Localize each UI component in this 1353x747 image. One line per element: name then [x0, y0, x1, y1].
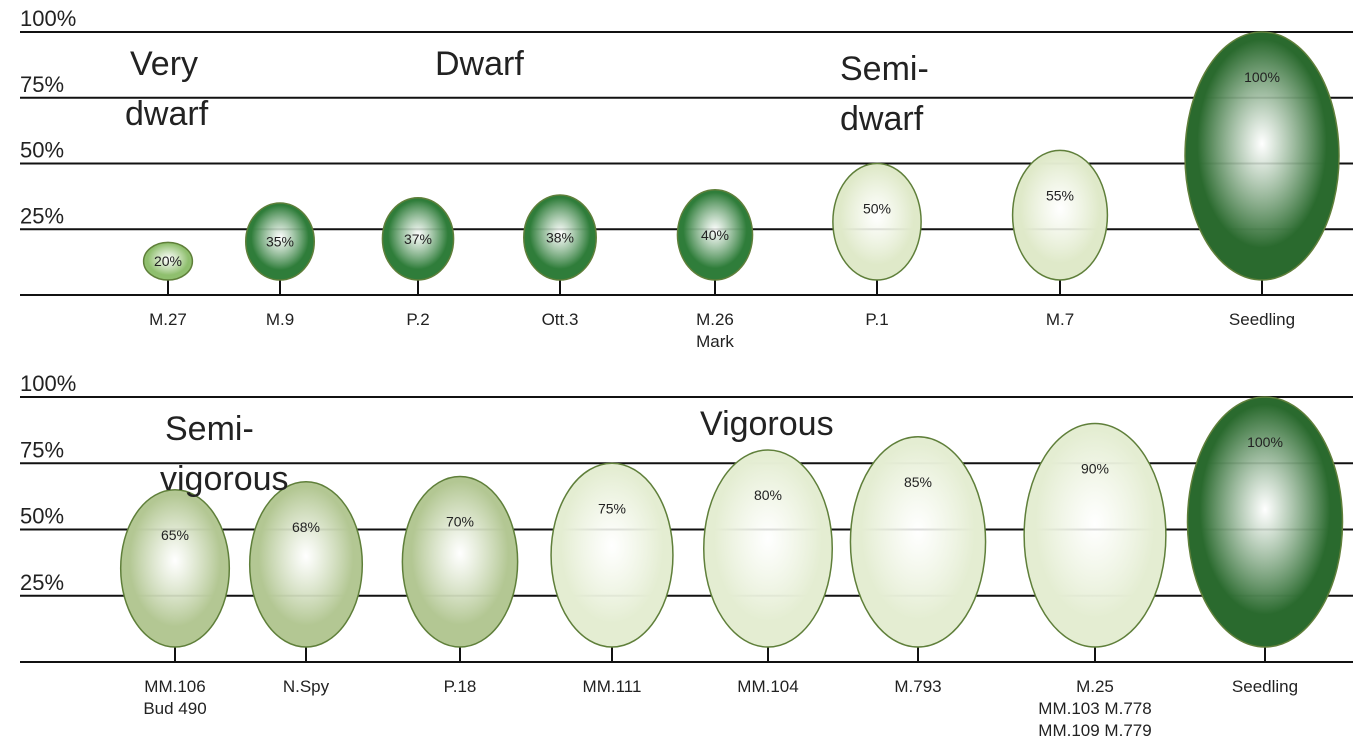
value-label: 80%	[754, 487, 782, 503]
x-tick-label: M.26	[696, 310, 734, 329]
tree-ellipse	[1013, 150, 1108, 280]
value-label: 37%	[404, 231, 432, 247]
value-label: 70%	[446, 514, 474, 530]
value-label: 100%	[1244, 69, 1280, 85]
annotation: Vigorous	[700, 405, 834, 443]
x-tick-label: M.793	[894, 677, 941, 696]
annotation: Semi-	[840, 50, 929, 88]
value-label: 100%	[1247, 434, 1283, 450]
annotation: dwarf	[125, 95, 209, 133]
x-tick-label: Seedling	[1229, 310, 1295, 329]
value-label: 50%	[863, 201, 891, 217]
y-tick-label: 25%	[20, 203, 64, 228]
x-tick-label: P.2	[406, 310, 429, 329]
y-tick-label: 50%	[20, 138, 64, 163]
x-tick-label: N.Spy	[283, 677, 330, 696]
tree-ellipse	[833, 164, 921, 281]
y-tick-label: 75%	[20, 437, 64, 462]
x-tick-label: MM.104	[737, 677, 798, 696]
tree-ellipse	[402, 477, 517, 648]
x-tick-label: P.18	[444, 677, 477, 696]
x-tick-label: Seedling	[1232, 677, 1298, 696]
annotation: dwarf	[840, 100, 924, 138]
tree-ellipse	[250, 482, 363, 647]
value-label: 75%	[598, 500, 626, 516]
x-tick-label: M.7	[1046, 310, 1074, 329]
y-tick-label: 100%	[20, 6, 76, 31]
tree-ellipse	[1024, 424, 1166, 648]
x-tick-label: P.1	[865, 310, 888, 329]
x-tick-label: Mark	[696, 332, 734, 351]
value-label: 55%	[1046, 187, 1074, 203]
x-tick-label: M.9	[266, 310, 294, 329]
chart: 25% 50% 75% 100% 20% M.27 35% M.9 37% P.2 38% Ott.3…	[0, 0, 1353, 747]
y-tick-label: 75%	[20, 72, 64, 97]
annotation: Very	[130, 45, 198, 83]
x-tick-label: MM.109 M.779	[1038, 721, 1151, 740]
x-tick-label: Ott.3	[542, 310, 579, 329]
annotation: Dwarf	[435, 45, 524, 83]
annotation: Semi-	[165, 410, 254, 448]
x-tick-label: M.27	[149, 310, 187, 329]
value-label: 85%	[904, 474, 932, 490]
x-tick-label: MM.106	[144, 677, 205, 696]
x-tick-label: Bud 490	[143, 699, 206, 718]
value-label: 35%	[266, 233, 294, 249]
y-tick-label: 50%	[20, 504, 64, 529]
y-tick-label: 100%	[20, 371, 76, 396]
tree-ellipse	[551, 463, 673, 647]
y-tick-label: 25%	[20, 570, 64, 595]
x-tick-label: MM.103 M.778	[1038, 699, 1151, 718]
value-label: 65%	[161, 527, 189, 543]
value-label: 38%	[546, 230, 574, 246]
tree-ellipse	[850, 437, 985, 647]
annotation: vigorous	[160, 460, 289, 498]
x-tick-label: M.25	[1076, 677, 1114, 696]
tree-ellipse	[704, 450, 833, 647]
value-label: 40%	[701, 227, 729, 243]
value-label: 68%	[292, 519, 320, 535]
tree-ellipse	[121, 490, 230, 647]
value-label: 90%	[1081, 461, 1109, 477]
x-tick-label: MM.111	[583, 677, 642, 696]
value-label: 20%	[154, 253, 182, 269]
